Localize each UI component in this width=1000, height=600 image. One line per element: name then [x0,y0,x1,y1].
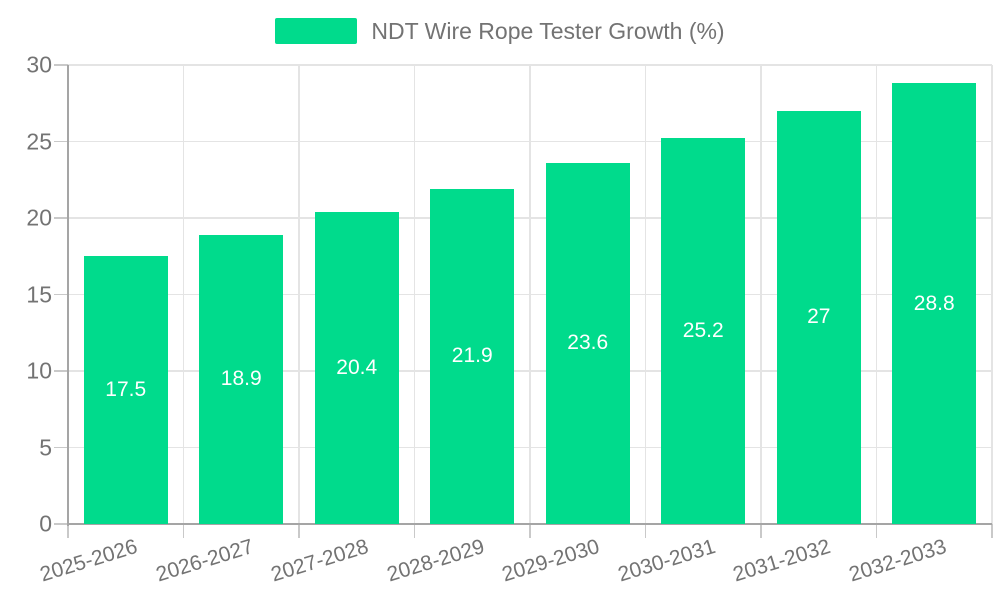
y-axis-tick-label: 10 [26,357,52,384]
y-tick-mark [54,446,68,449]
y-tick-mark [54,370,68,372]
bar[interactable] [314,211,399,524]
gridline-vertical [760,65,762,524]
gridline-vertical [875,65,878,524]
bar-value-label: 18.9 [220,367,262,391]
x-tick-mark [67,524,69,538]
x-tick-mark [644,524,647,538]
y-tick-mark [54,523,68,525]
bar-value-label: 23.6 [567,331,609,355]
gridline-vertical [644,65,647,524]
x-axis-category-label: 2031-2032 [730,535,834,587]
x-tick-mark [298,524,300,538]
x-axis-category-label: 2025-2026 [37,535,141,587]
y-axis-line [67,65,69,526]
x-tick-mark [875,524,878,538]
bar[interactable] [776,110,861,524]
y-tick-mark [54,140,68,143]
bar[interactable] [892,83,977,524]
x-tick-mark [529,524,531,538]
x-axis-category-label: 2026-2027 [153,535,256,587]
y-axis-tick-label: 25 [26,128,52,154]
y-tick-mark [54,64,68,66]
x-tick-mark [182,524,185,538]
bar-value-label: 27 [807,305,831,329]
x-axis-category-label: 2028-2029 [384,535,487,587]
x-axis-category-label: 2027-2028 [268,535,372,587]
y-tick-mark [54,293,68,296]
gridline-vertical [413,65,416,524]
y-axis-tick-label: 0 [39,510,52,537]
legend-label: NDT Wire Rope Tester Growth (%) [371,18,725,44]
bar-value-label: 21.9 [451,344,493,368]
y-axis-tick-label: 15 [26,281,52,307]
bar-value-label: 28.8 [913,291,955,315]
bar[interactable] [545,162,630,524]
bar[interactable] [661,138,746,524]
legend[interactable]: NDT Wire Rope Tester Growth (%) [0,17,1000,45]
x-tick-mark [413,524,416,538]
gridline-vertical [298,65,300,524]
y-axis-tick-label: 20 [26,204,52,231]
bar[interactable] [83,256,168,524]
y-tick-mark [54,217,68,219]
x-axis-category-label: 2032-2033 [846,535,949,587]
gridline-vertical [182,65,185,524]
x-axis-line [68,523,992,525]
y-axis-tick-label: 5 [39,434,52,460]
gridline-vertical [991,65,993,524]
bar-value-label: 17.5 [105,378,147,402]
x-axis-category-label: 2029-2030 [499,535,603,587]
bar[interactable] [430,188,515,524]
gridline-vertical [529,65,531,524]
bar-value-label: 25.2 [682,319,724,343]
bar-value-label: 20.4 [336,355,378,379]
x-tick-mark [760,524,762,538]
x-tick-mark [991,524,993,538]
legend-swatch-icon [275,18,358,44]
y-axis-tick-label: 30 [26,51,52,78]
x-axis-category-label: 2030-2031 [615,535,718,587]
bar[interactable] [199,234,284,524]
